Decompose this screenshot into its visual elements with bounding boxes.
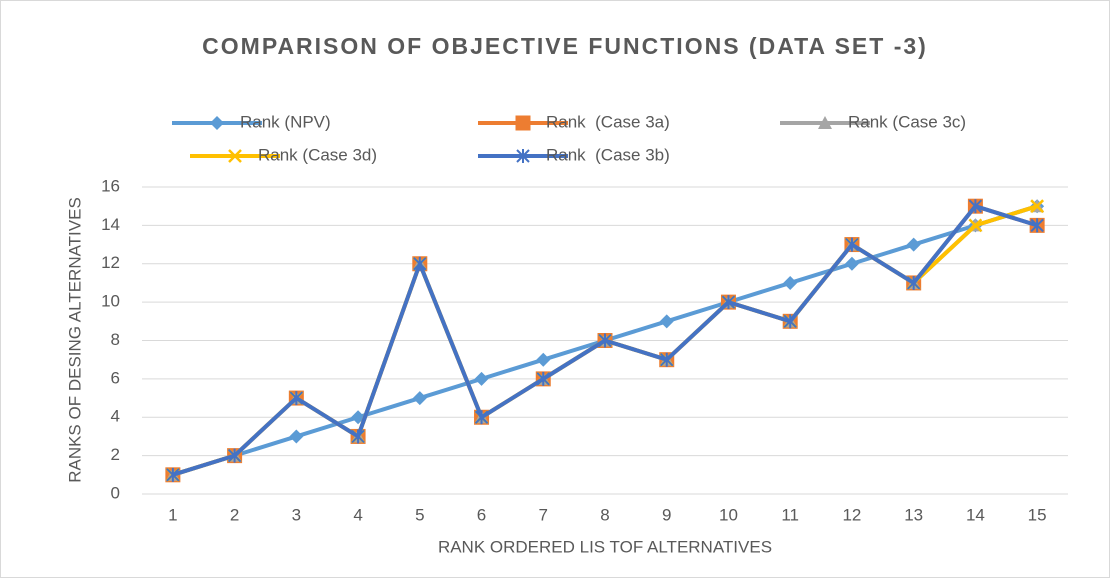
marker (1030, 199, 1045, 214)
marker (906, 275, 921, 290)
marker (721, 295, 736, 310)
y-tick-label: 0 (111, 483, 120, 502)
marker (474, 371, 489, 386)
marker (289, 391, 304, 406)
marker (227, 448, 242, 463)
marker (818, 116, 832, 129)
x-tick-label: 4 (353, 505, 362, 524)
y-tick-label: 6 (111, 368, 120, 387)
x-tick-label: 12 (842, 505, 861, 524)
x-tick-label: 8 (600, 505, 609, 524)
x-tick-label: 1 (168, 505, 177, 524)
marker (783, 314, 797, 329)
marker (351, 429, 365, 444)
x-tick-label: 7 (539, 505, 548, 524)
legend-label: Rank (NPV) (240, 112, 331, 131)
marker (844, 256, 859, 271)
marker (660, 352, 674, 367)
x-axis-label: RANK ORDERED LIS TOF ALTERNATIVES (438, 537, 772, 556)
marker (598, 333, 612, 348)
y-tick-label: 14 (101, 215, 120, 234)
marker (906, 237, 921, 252)
x-tick-label: 14 (966, 505, 985, 524)
y-tick-label: 16 (101, 176, 120, 195)
marker (228, 149, 242, 163)
x-tick-label: 15 (1028, 505, 1047, 524)
marker (659, 314, 674, 329)
y-tick-label: 10 (101, 292, 120, 311)
chart-title: COMPARISON OF OBJECTIVE FUNCTIONS (DATA … (202, 33, 928, 59)
marker (166, 467, 180, 482)
marker (783, 275, 798, 290)
y-axis-label: RANKS OF DESING ALTERNATIVES (65, 197, 84, 483)
marker (474, 410, 489, 425)
marker (515, 115, 531, 131)
x-tick-label: 10 (719, 505, 738, 524)
legend-label: Rank (Case 3b) (546, 145, 670, 164)
marker (412, 391, 427, 406)
marker (413, 256, 427, 271)
marker (516, 149, 530, 163)
marker (210, 116, 224, 130)
marker (968, 218, 983, 233)
marker (289, 429, 304, 444)
x-tick-label: 9 (662, 505, 671, 524)
y-tick-label: 12 (101, 253, 120, 272)
x-tick-label: 11 (781, 505, 799, 524)
marker (536, 371, 550, 386)
marker (845, 237, 859, 252)
x-tick-label: 6 (477, 505, 486, 524)
marker (536, 352, 551, 367)
legend-label: Rank (Case 3d) (258, 145, 377, 164)
x-tick-label: 13 (904, 505, 923, 524)
x-tick-label: 5 (415, 505, 424, 524)
marker (1030, 218, 1044, 233)
x-tick-label: 2 (230, 505, 239, 524)
legend-label: Rank (Case 3a) (546, 112, 670, 131)
y-tick-label: 4 (111, 407, 120, 426)
y-tick-label: 8 (111, 330, 120, 349)
y-tick-label: 2 (111, 445, 120, 464)
legend-label: Rank (Case 3c) (848, 112, 966, 131)
marker (968, 199, 983, 214)
x-tick-label: 3 (292, 505, 301, 524)
